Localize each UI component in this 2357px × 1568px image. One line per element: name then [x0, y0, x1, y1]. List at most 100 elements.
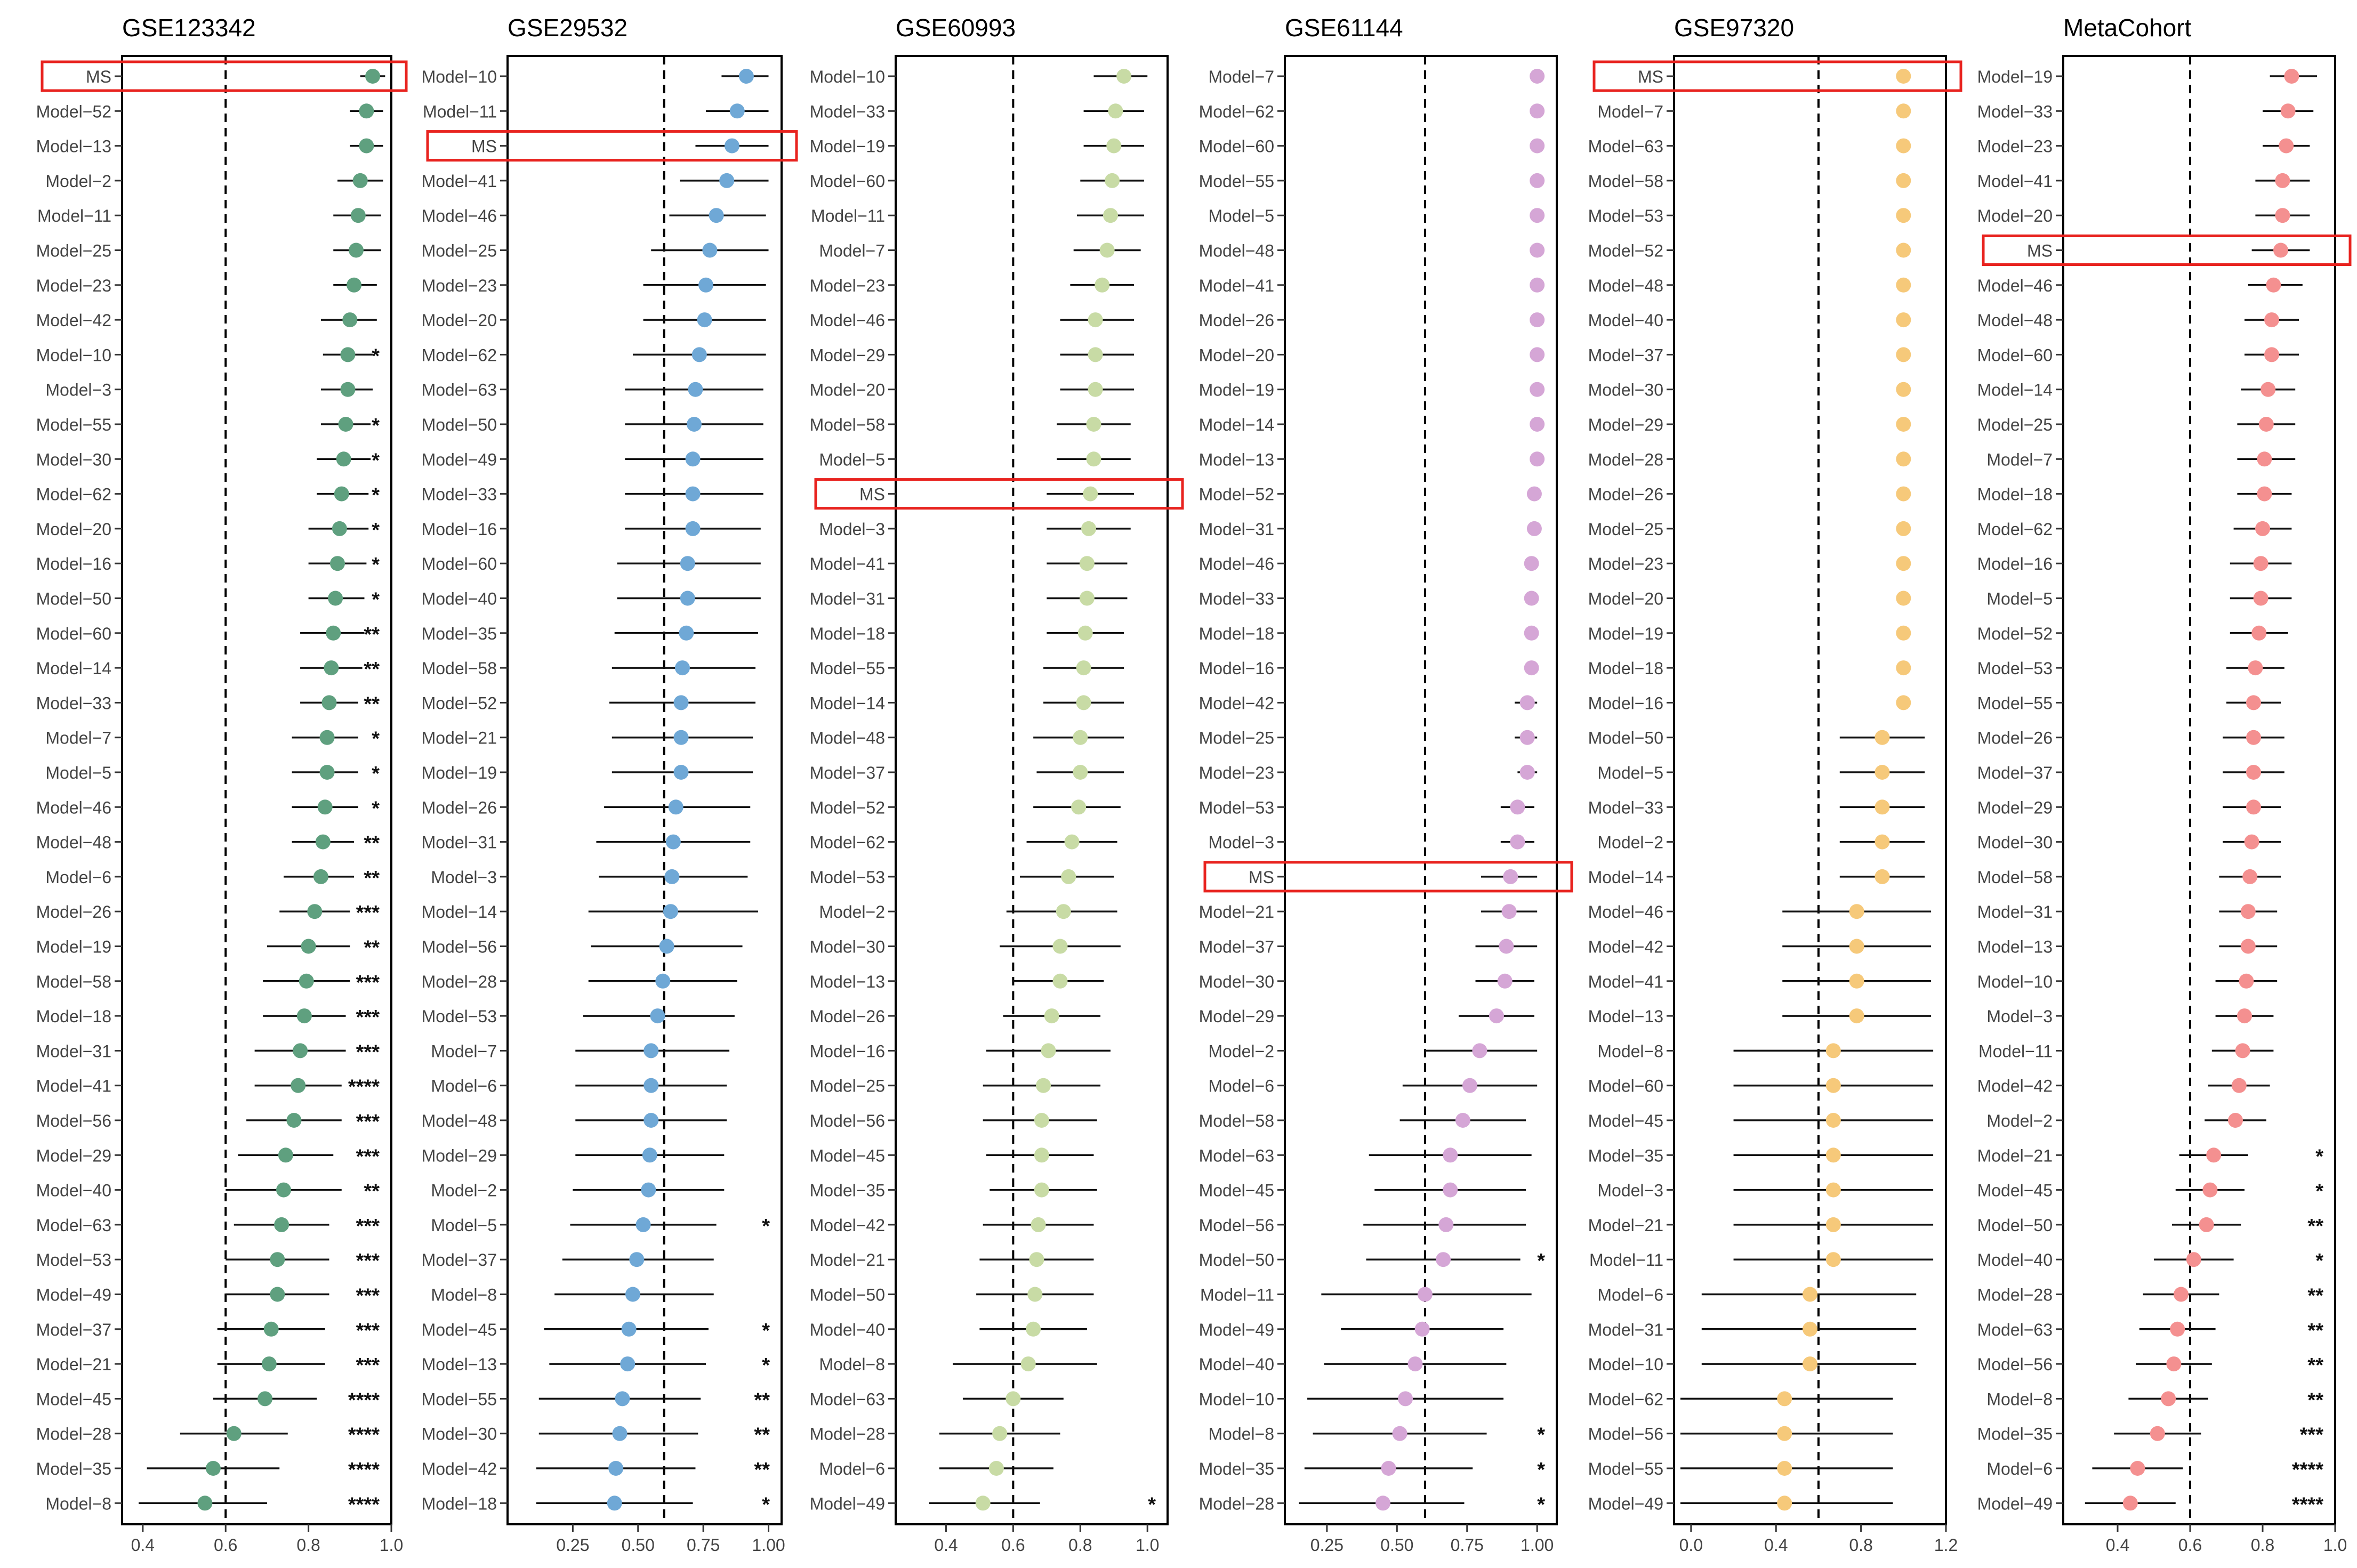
auc-point	[2279, 138, 2294, 153]
row-label: Model−28	[810, 1425, 885, 1444]
auc-point	[2253, 556, 2268, 571]
row-label: Model−35	[1199, 1459, 1274, 1478]
auc-point	[2244, 834, 2259, 850]
panel-title: GSE97320	[1674, 14, 1794, 42]
auc-point	[1803, 1287, 1817, 1302]
auc-point	[307, 904, 323, 919]
auc-point	[1020, 1356, 1036, 1372]
row-label: Model−19	[810, 137, 885, 156]
auc-point	[2258, 417, 2274, 432]
auc-point	[1825, 1113, 1841, 1128]
row-label: Model−5	[1597, 763, 1663, 782]
row-label: Model−14	[1588, 868, 1663, 887]
significance-mark: ***	[356, 1145, 380, 1168]
auc-point	[197, 1496, 213, 1511]
auc-point	[338, 417, 353, 432]
auc-point	[321, 695, 337, 710]
auc-point	[332, 521, 347, 536]
auc-point	[1375, 1496, 1391, 1511]
highlight-box	[814, 478, 1184, 510]
significance-mark: ***	[356, 1285, 380, 1307]
auc-point	[1499, 939, 1514, 954]
auc-point	[1029, 1252, 1044, 1267]
row-label: Model−48	[810, 729, 885, 748]
row-label: Model−18	[810, 624, 885, 643]
auc-point	[1875, 869, 1890, 884]
row-label: MS	[2027, 241, 2053, 261]
auc-point	[1005, 1391, 1021, 1407]
row-label: Model−25	[1588, 520, 1663, 539]
auc-point	[1896, 451, 1911, 467]
row-label: Model−31	[1199, 520, 1274, 539]
row-label: Model−56	[1588, 1425, 1663, 1444]
auc-point	[608, 1461, 624, 1476]
row-label: Model−11	[423, 102, 497, 121]
row-label: Model−11	[1589, 1250, 1663, 1270]
auc-point	[1825, 1252, 1841, 1267]
row-label: Model−25	[810, 1077, 885, 1096]
row-label: Model−29	[810, 345, 885, 365]
auc-point	[643, 1113, 659, 1128]
significance-mark: ***	[356, 1354, 380, 1377]
significance-mark: **	[754, 1459, 770, 1481]
highlight-box	[1592, 60, 1962, 92]
auc-point	[1777, 1461, 1792, 1476]
significance-mark: ***	[356, 1041, 380, 1063]
auc-point	[1105, 173, 1120, 188]
auc-point	[336, 451, 351, 467]
panel-frame	[1284, 55, 1558, 1525]
row-label: Model−18	[422, 1494, 497, 1513]
significance-mark: ****	[348, 1424, 380, 1446]
auc-point	[286, 1113, 302, 1128]
row-label: Model−62	[1588, 1389, 1663, 1409]
row-label: Model−3	[1597, 1181, 1663, 1200]
auc-point	[1036, 1078, 1051, 1093]
auc-point	[1524, 556, 1539, 571]
auc-point	[1095, 277, 1110, 293]
row-label: Model−21	[422, 729, 497, 748]
row-label: Model−41	[422, 172, 497, 191]
row-label: Model−42	[1199, 693, 1274, 713]
row-label: Model−49	[422, 450, 497, 469]
significance-mark: *	[1537, 1459, 1545, 1481]
auc-point	[668, 799, 683, 815]
row-label: Model−62	[422, 345, 497, 365]
auc-point	[1825, 1147, 1841, 1163]
auc-point	[691, 347, 707, 362]
significance-mark: ****	[2292, 1493, 2323, 1516]
auc-point	[319, 765, 335, 780]
row-label: Model−8	[431, 1286, 497, 1305]
auc-point	[641, 1182, 656, 1198]
auc-point	[1530, 277, 1545, 293]
row-label: Model−19	[422, 763, 497, 782]
row-label: Model−45	[36, 1389, 111, 1409]
significance-mark: *	[762, 1493, 770, 1516]
auc-point	[665, 834, 681, 850]
row-label: Model−16	[1977, 554, 2053, 573]
auc-point	[2240, 904, 2256, 919]
x-tick-label: 0.75	[1451, 1535, 1484, 1555]
row-label: Model−6	[1986, 1459, 2053, 1478]
significance-mark: **	[364, 693, 380, 715]
significance-mark: *	[372, 797, 380, 820]
row-label: Model−63	[810, 1389, 885, 1409]
row-label: Model−28	[1588, 450, 1663, 469]
auc-point	[1088, 347, 1103, 362]
row-label: Model−50	[1588, 729, 1663, 748]
row-label: Model−10	[422, 67, 497, 86]
auc-point	[319, 730, 335, 745]
auc-point	[1530, 138, 1545, 153]
auc-point	[1073, 765, 1088, 780]
significance-mark: *	[372, 763, 380, 785]
row-label: Model−53	[1588, 206, 1663, 225]
row-label: Model−26	[1588, 485, 1663, 504]
row-label: Model−26	[1977, 729, 2053, 748]
auc-point	[1443, 1147, 1458, 1163]
row-label: Model−19	[1588, 624, 1663, 643]
auc-point	[1086, 451, 1101, 467]
auc-point	[643, 1078, 659, 1093]
row-label: Model−2	[1986, 1111, 2053, 1130]
auc-point	[1510, 834, 1525, 850]
panel-title: GSE61144	[1285, 14, 1403, 42]
row-label: Model−45	[1588, 1111, 1663, 1130]
